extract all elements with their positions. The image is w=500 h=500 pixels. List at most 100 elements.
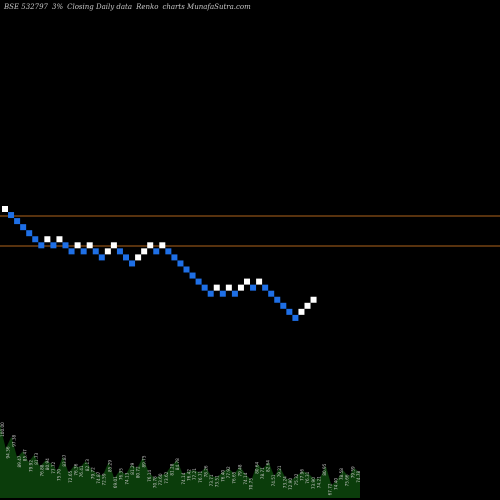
volume-label: 78.71 (260, 467, 265, 479)
volume-label: 97.38 (11, 434, 16, 446)
volume-fill (0, 424, 360, 498)
renko-brick-down (280, 302, 287, 309)
volume-label: 74.14 (243, 472, 248, 484)
renko-brick-down (189, 272, 196, 279)
renko-brick-down (8, 212, 15, 219)
renko-brick-up (256, 278, 263, 285)
volume-label: 75.70 (57, 469, 62, 481)
renko-brick-down (177, 260, 184, 267)
renko-brick-down (153, 248, 160, 255)
volume-label: 80.64 (254, 461, 259, 473)
chart-type-label: Renko (136, 3, 159, 11)
volume-label: 82.13 (85, 459, 90, 471)
volume-label: 75.66 (345, 474, 350, 486)
renko-brick-down (171, 254, 178, 261)
renko-brick-down (123, 254, 129, 261)
renko-brick-down (92, 248, 99, 255)
renko-brick-down (219, 290, 226, 297)
renko-brick-down (274, 296, 281, 303)
volume-label: 73.90 (311, 477, 316, 489)
volume-label: 82.64 (266, 460, 271, 472)
renko-brick-down (62, 242, 69, 249)
volume-label: 77.96 (299, 469, 304, 481)
volume-label: 89.47 (17, 455, 22, 467)
renko-brick-down (207, 290, 214, 297)
renko-brick-down (98, 254, 105, 261)
renko-brick-down (262, 284, 269, 291)
renko-brick-up (2, 206, 8, 212)
renko-brick-up (110, 242, 117, 249)
renko-brick-down (250, 284, 257, 291)
renko-brick-down (165, 248, 172, 255)
volume-label: 79.92 (28, 460, 33, 472)
volume-label: 79.48 (237, 464, 242, 476)
volume-label: 70.75 (249, 478, 254, 490)
volume-label: 74.13 (124, 472, 129, 484)
volume-label: 81.28 (170, 463, 175, 475)
volume-label: 74.21 (316, 476, 321, 488)
volume-area (0, 424, 360, 498)
volume-label: 80.94 (45, 458, 50, 470)
renko-brick-down (50, 242, 57, 249)
volume-label: 74.78 (356, 470, 361, 482)
chart-header: BSE 532797 3% Closing Daily data Renko chart… (4, 3, 255, 11)
volume-label: 89.75 (141, 455, 146, 467)
renko-brick-down (201, 284, 208, 291)
volume-label: 77.21 (192, 468, 197, 480)
volume-label: 76.14 (147, 470, 152, 482)
volume-label: 100.00 (0, 422, 5, 437)
renko-brick-up (237, 284, 244, 291)
volume-label: 80.95 (322, 463, 327, 475)
volume-label: 80.72 (136, 466, 141, 478)
volume-label: 72.90 (288, 478, 293, 490)
renko-brick-up (74, 242, 81, 249)
renko-brick-down (129, 260, 136, 267)
volume-label: 67.72 (328, 483, 333, 495)
renko-brick-down (26, 230, 33, 237)
renko-brick-up (310, 296, 317, 303)
volume-label: 73.62 (164, 471, 169, 483)
renko-brick-up (298, 308, 305, 315)
renko-brick-up (304, 302, 311, 309)
volume-label: 73.51 (215, 475, 220, 487)
renko-brick-down (292, 314, 299, 321)
renko-brick-down (32, 236, 39, 243)
renko-brick-up (147, 242, 154, 249)
volume-label: 73.24 (283, 476, 288, 488)
level-lines (0, 215, 500, 247)
volume-label: 77.72 (51, 461, 56, 473)
volume-label: 76.36 (73, 463, 78, 475)
volume-label: 74.14 (181, 472, 186, 484)
volume-label: 79.21 (277, 465, 282, 477)
volume-label: 77.92 (226, 466, 231, 478)
volume-label: 72.65 (68, 470, 73, 482)
renko-brick-down (231, 290, 238, 297)
renko-brick-up (104, 248, 111, 255)
renko-brick-up (159, 242, 166, 249)
symbol-label: BSE 532797 (4, 3, 48, 11)
renko-brick-up (244, 278, 250, 285)
volume-label: 69.01 (113, 476, 118, 488)
renko-bricks (2, 206, 317, 321)
renko-brick-up (86, 242, 93, 249)
volume-label: 76.35 (119, 468, 124, 480)
volume-label: 74.51 (271, 474, 276, 486)
volume-label: 76.42 (186, 469, 191, 481)
renko-brick-down (68, 248, 75, 255)
renko-brick-down (20, 224, 27, 231)
volume-label: 85.29 (107, 460, 112, 472)
renko-brick-down (268, 290, 275, 297)
renko-brick-down (116, 248, 123, 255)
renko-brick-down (183, 266, 190, 273)
volume-label: 73.71 (209, 474, 214, 486)
volume-label: 70.78 (153, 476, 158, 488)
volume-label: 76.41 (79, 465, 84, 477)
volume-label: 72.59 (102, 473, 107, 485)
volume-label: 76.40 (220, 470, 225, 482)
renko-brick-up (225, 284, 232, 291)
volume-label: 74.87 (96, 471, 101, 483)
renko-brick-up (213, 284, 220, 291)
volume-label: 94.36 (6, 446, 11, 458)
renko-brick-down (14, 218, 21, 225)
